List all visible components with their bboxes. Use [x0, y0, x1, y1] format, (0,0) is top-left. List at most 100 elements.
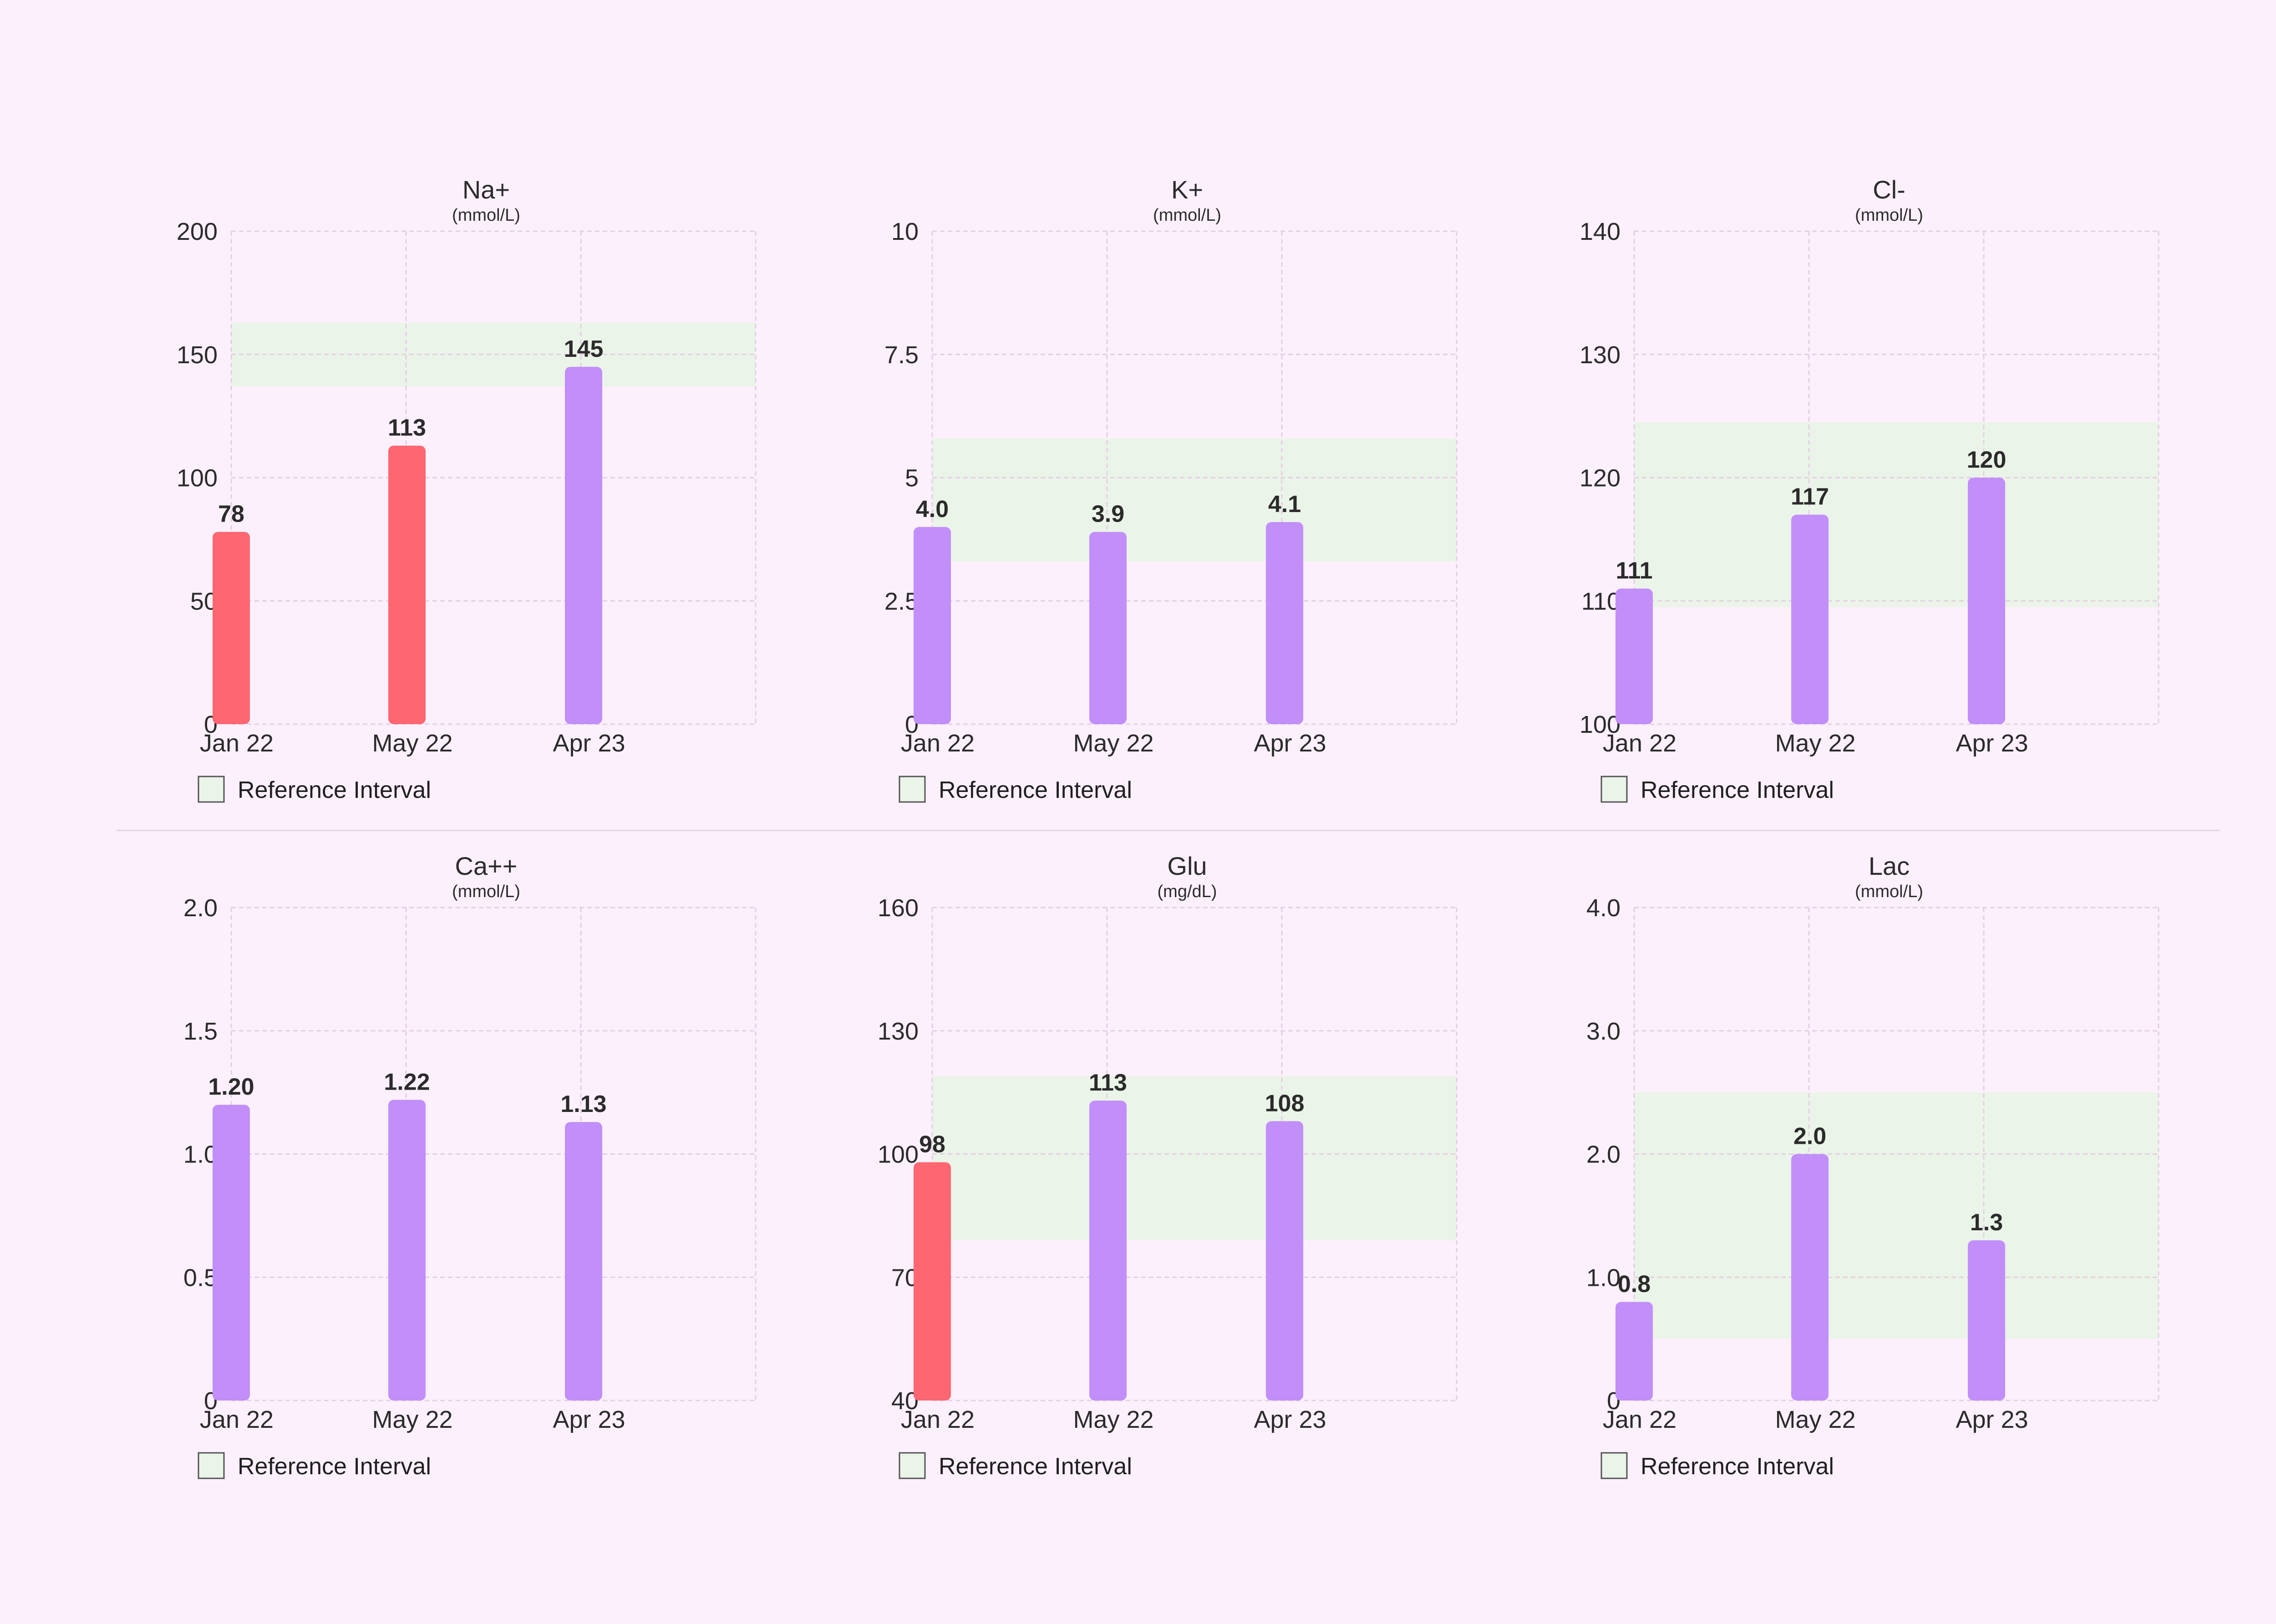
y-tick-label: 160 — [878, 894, 919, 922]
bar-jan-22[interactable] — [914, 1162, 951, 1401]
chart-unit: (mmol/L) — [452, 206, 520, 225]
legend-swatch[interactable] — [1600, 1452, 1628, 1479]
y-tick-label: 110 — [1581, 588, 1621, 615]
x-tick-label: Jan 22 — [901, 730, 975, 757]
bar-value-label: 78 — [218, 501, 244, 528]
x-tick-label: Apr 23 — [1956, 1406, 2028, 1433]
x-tick-label: May 22 — [1775, 1406, 1855, 1433]
bar-may-22[interactable] — [1089, 532, 1127, 724]
y-tick-label: 200 — [177, 218, 218, 245]
x-tick-label: Apr 23 — [553, 730, 625, 757]
chart-title: Ca++ — [455, 852, 518, 880]
bar-may-22[interactable] — [1791, 1154, 1829, 1401]
bar-value-label: 98 — [919, 1132, 945, 1158]
x-tick-label: Apr 23 — [1254, 1406, 1326, 1433]
y-tick-label: 130 — [878, 1018, 919, 1045]
x-tick-label: May 22 — [372, 1406, 452, 1433]
bar-jan-22[interactable] — [1616, 589, 1653, 724]
y-tick-label: 2.5 — [884, 588, 919, 615]
x-tick-label: May 22 — [1073, 1406, 1153, 1433]
bar-jan-22[interactable] — [213, 1105, 250, 1401]
legend-swatch[interactable] — [899, 1452, 926, 1479]
bar-value-label: 113 — [388, 415, 426, 441]
y-tick-label: 0.5 — [183, 1264, 218, 1291]
bar-value-label: 113 — [1089, 1070, 1127, 1096]
chart-title: Cl- — [1873, 175, 1905, 204]
x-tick-label: Jan 22 — [901, 1406, 975, 1433]
y-tick-label: 2.0 — [183, 894, 218, 922]
chart-unit: (mmol/L) — [452, 882, 520, 901]
bar-apr-23[interactable] — [1968, 1240, 2005, 1401]
bar-value-label: 1.22 — [384, 1069, 430, 1095]
x-tick-label: Jan 22 — [1603, 1406, 1677, 1433]
bar-jan-22[interactable] — [213, 532, 250, 724]
legend-swatch[interactable] — [899, 776, 926, 803]
bar-value-label: 2.0 — [1793, 1123, 1826, 1150]
x-tick-label: Jan 22 — [200, 730, 274, 757]
y-tick-label: 1.5 — [183, 1018, 218, 1045]
x-tick-label: Jan 22 — [1603, 730, 1677, 757]
bar-value-label: 4.1 — [1268, 491, 1301, 518]
bar-may-22[interactable] — [388, 1100, 426, 1401]
legend-swatch[interactable] — [198, 1452, 225, 1479]
bar-value-label: 4.0 — [916, 496, 949, 523]
chart-unit: (mmol/L) — [1153, 206, 1221, 225]
chart-title: K+ — [1171, 175, 1203, 204]
bar-apr-23[interactable] — [565, 1122, 602, 1401]
bar-jan-22[interactable] — [1616, 1302, 1653, 1401]
legend-swatch[interactable] — [1600, 776, 1628, 803]
y-tick-label: 4.0 — [1586, 894, 1621, 922]
bar-apr-23[interactable] — [1266, 522, 1303, 724]
y-tick-label: 2.0 — [1586, 1141, 1621, 1168]
bar-value-label: 1.3 — [1970, 1209, 2003, 1236]
chart-title: Na+ — [462, 175, 510, 204]
reference-interval-band — [1634, 422, 2159, 607]
chart-title: Glu — [1167, 852, 1207, 880]
row-divider — [117, 830, 2220, 831]
bar-apr-23[interactable] — [565, 366, 602, 724]
x-tick-label: Apr 23 — [553, 1406, 625, 1433]
bar-jan-22[interactable] — [914, 527, 951, 724]
bar-value-label: 117 — [1791, 484, 1829, 510]
bar-apr-23[interactable] — [1266, 1121, 1303, 1401]
bar-may-22[interactable] — [388, 446, 426, 724]
bar-value-label: 0.8 — [1618, 1271, 1651, 1297]
legend-label[interactable]: Reference Interval — [939, 777, 1132, 803]
x-tick-label: Apr 23 — [1254, 730, 1326, 757]
legend-label[interactable]: Reference Interval — [939, 1453, 1132, 1480]
chart-title: Lac — [1869, 852, 1910, 880]
x-tick-label: May 22 — [1775, 730, 1855, 757]
chart-unit: (mmol/L) — [1855, 882, 1923, 901]
y-tick-label: 120 — [1580, 465, 1621, 492]
y-tick-label: 100 — [878, 1141, 919, 1168]
legend-swatch[interactable] — [198, 776, 225, 803]
y-tick-label: 1.0 — [183, 1141, 218, 1168]
y-tick-label: 3.0 — [1586, 1018, 1621, 1045]
bar-apr-23[interactable] — [1968, 477, 2005, 725]
x-tick-label: May 22 — [1073, 730, 1153, 757]
bar-may-22[interactable] — [1791, 514, 1829, 724]
y-tick-label: 150 — [177, 341, 218, 369]
bar-value-label: 1.20 — [208, 1074, 254, 1100]
bar-value-label: 3.9 — [1092, 501, 1124, 528]
legend-label[interactable]: Reference Interval — [1641, 1453, 1834, 1480]
legend-label[interactable]: Reference Interval — [238, 777, 431, 803]
x-tick-label: Apr 23 — [1956, 730, 2028, 757]
bar-value-label: 111 — [1616, 558, 1652, 584]
chart-unit: (mg/dL) — [1158, 882, 1217, 901]
bar-may-22[interactable] — [1089, 1101, 1127, 1401]
bar-value-label: 108 — [1265, 1090, 1305, 1116]
reference-interval-band — [1634, 1092, 2159, 1339]
x-tick-label: May 22 — [372, 730, 452, 757]
legend-label[interactable]: Reference Interval — [238, 1453, 431, 1480]
bar-value-label: 145 — [564, 336, 604, 362]
y-tick-label: 100 — [177, 465, 218, 492]
reference-interval-band — [932, 438, 1457, 562]
reference-interval-band — [932, 1076, 1457, 1241]
y-tick-label: 5 — [905, 465, 919, 492]
bar-value-label: 120 — [1967, 447, 2007, 473]
legend-label[interactable]: Reference Interval — [1641, 777, 1834, 803]
y-tick-label: 140 — [1580, 218, 1621, 245]
x-tick-label: Jan 22 — [200, 1406, 274, 1433]
